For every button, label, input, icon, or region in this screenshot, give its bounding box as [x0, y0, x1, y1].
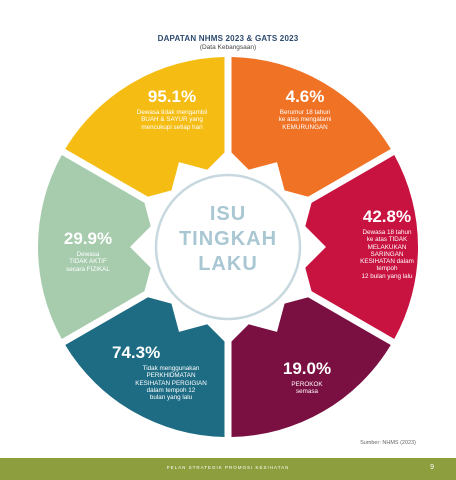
center-circle: [154, 173, 302, 321]
segment-physical-inactivity: [38, 155, 158, 339]
percent-value: 42.8%: [362, 207, 412, 226]
page-title: DAPATAN NHMS 2023 & GATS 2023: [157, 34, 299, 43]
segment-text-fruit-vegetable: 95.1% Dewasa tidak mengambil BUAH & SAYU…: [118, 88, 226, 131]
footer-bar: PELAN STRATEGIK PROMOSI KESIHATAN 9: [0, 458, 456, 480]
segment-health-screening: [298, 155, 418, 339]
segment-description: Dewasa 18 tahun ke atas TIDAK MELAKUKAN …: [360, 229, 414, 280]
page-number: 9: [430, 464, 434, 471]
segment-description: PEROKOK semasa: [291, 381, 323, 396]
center-label: ISU TINGKAH LAKU: [178, 203, 278, 275]
segment-text-smoker: 19.0% PEROKOK semasa: [262, 360, 352, 396]
segment-text-health-screening: 42.8% Dewasa 18 tahun ke atas TIDAK MELA…: [352, 208, 422, 280]
percent-value: 29.9%: [63, 229, 113, 248]
percent-value: 95.1%: [147, 87, 197, 106]
percent-value: 4.6%: [285, 87, 325, 106]
source-note: Sumber: NHMS (2023): [360, 440, 416, 446]
segment-text-physical-inactivity: 29.9% Dewasa TIDAK AKTIF secara FIZIKAL: [56, 230, 120, 273]
segment-description: Dewasa TIDAK AKTIF secara FIZIKAL: [66, 251, 110, 273]
percent-value: 19.0%: [282, 359, 332, 378]
segment-text-dental-service: 74.3% Tidak menggunakan PERKHIDMATAN KES…: [100, 343, 218, 402]
segment-description: Berumur 18 tahun ke atas mengalami KEMUR…: [278, 109, 332, 131]
segment-description: Tidak menggunakan PERKHIDMATAN KESIHATAN…: [135, 365, 207, 402]
segment-description: Dewasa tidak mengambil BUAH & SAYUR yang…: [136, 109, 208, 131]
page-subtitle: (Data Kebangsaan): [199, 44, 257, 51]
percent-value: 74.3%: [112, 343, 161, 362]
footer-text: PELAN STRATEGIK PROMOSI KESIHATAN: [166, 465, 290, 470]
segment-text-depression: 4.6% Berumur 18 tahun ke atas mengalami …: [258, 88, 352, 131]
